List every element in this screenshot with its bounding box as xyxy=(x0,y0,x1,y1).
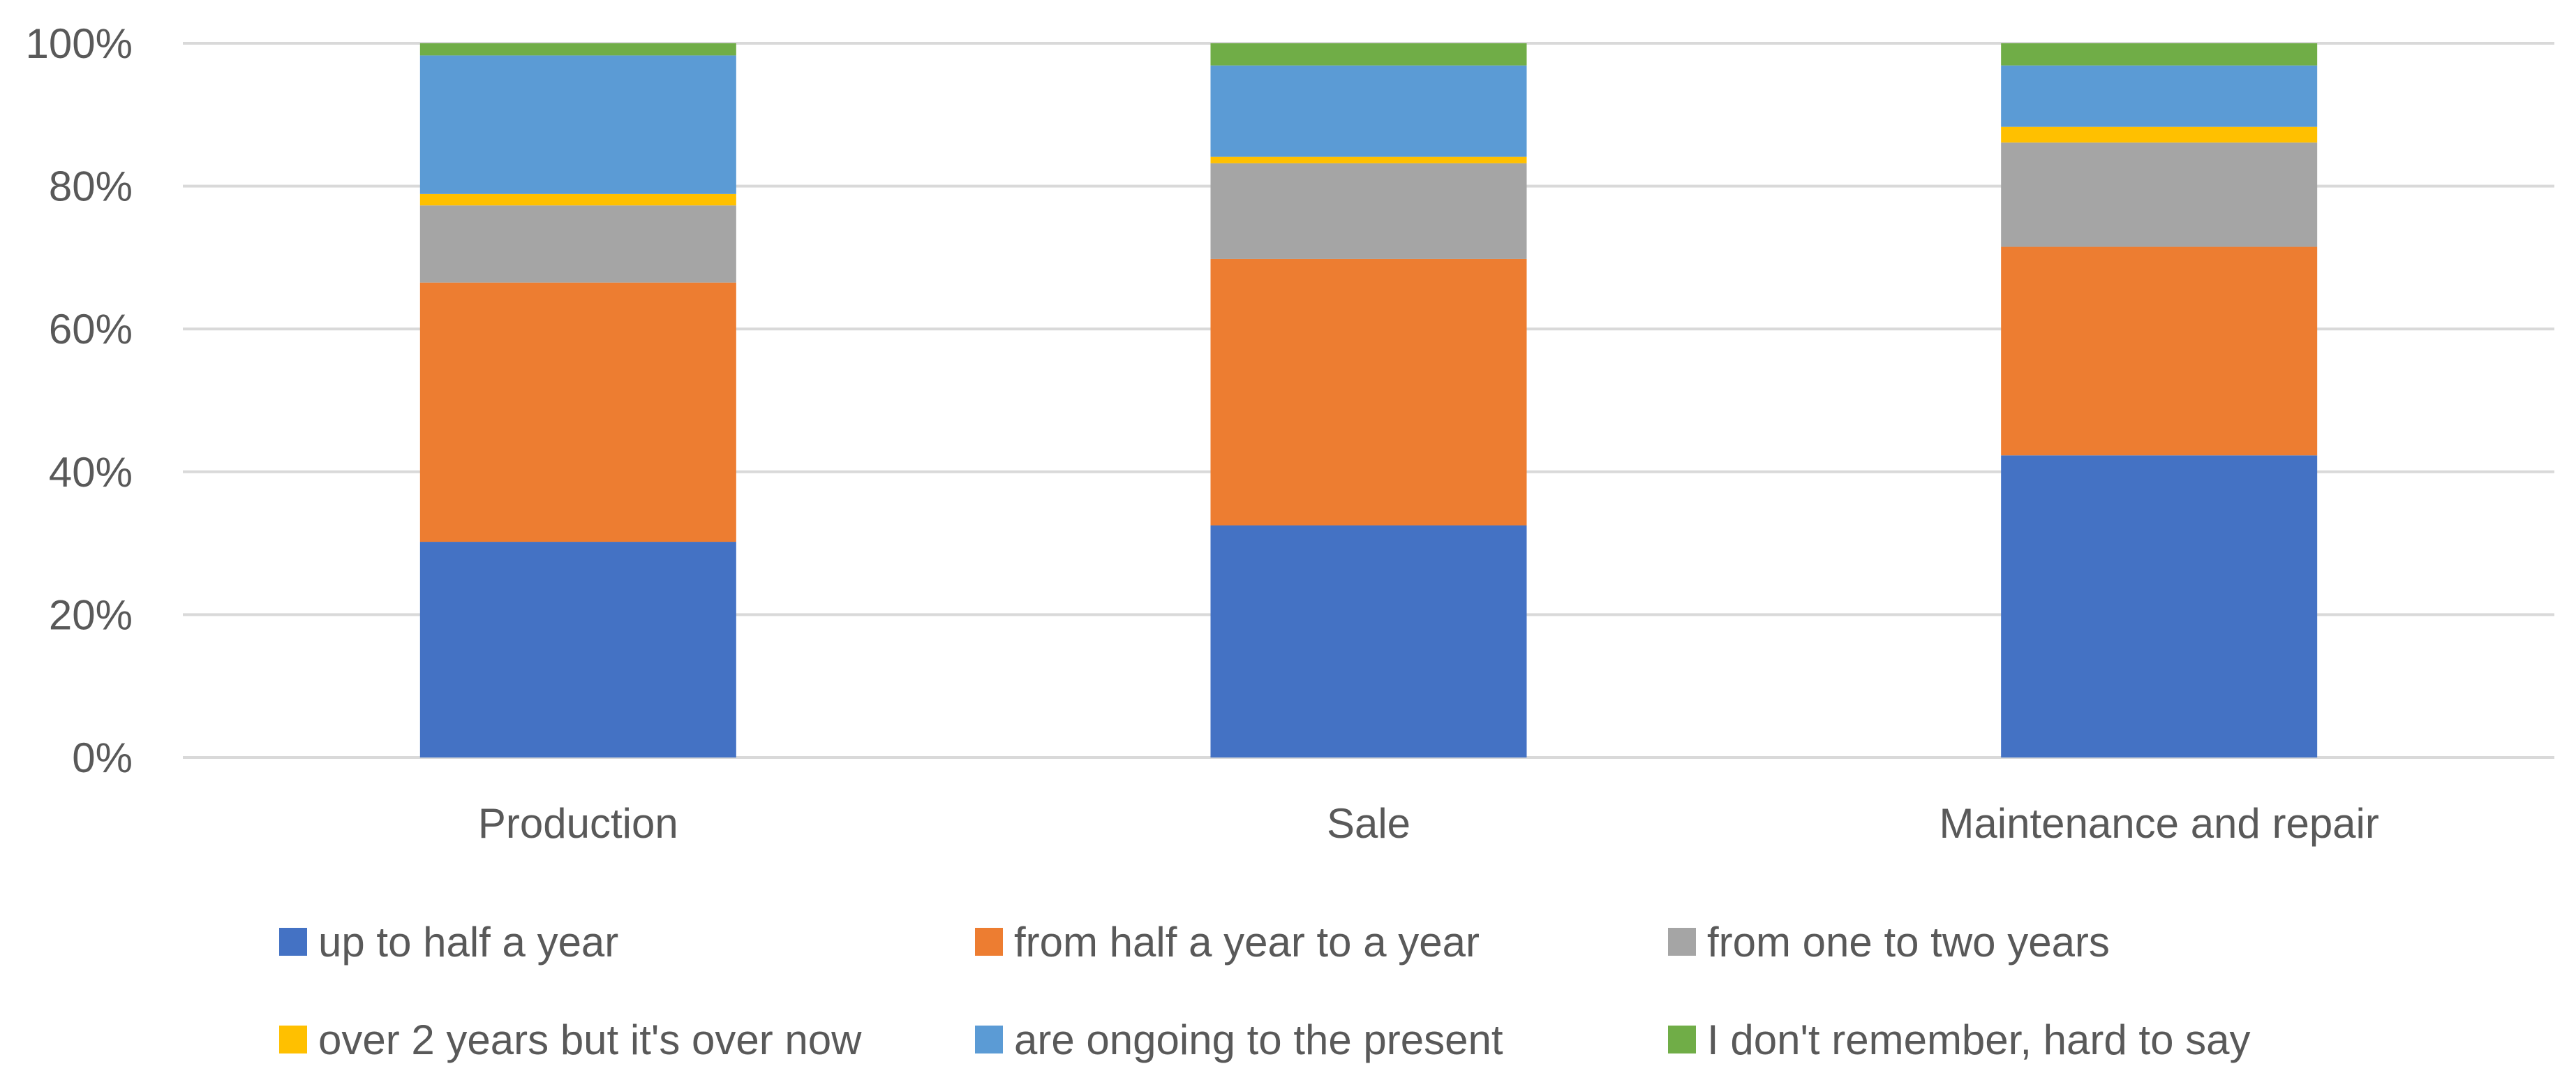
legend-label: from one to two years xyxy=(1707,919,2110,966)
bar-segment xyxy=(2001,246,2318,456)
bar-stack xyxy=(419,43,736,757)
x-axis-ticks: Production Sale Maintenance and repair xyxy=(478,800,2379,847)
legend-item: from half a year to a year xyxy=(975,919,1480,966)
y-tick-label: 20% xyxy=(49,591,133,638)
legend-item: up to half a year xyxy=(279,919,618,966)
legend-swatch xyxy=(975,928,1003,956)
legend-swatch xyxy=(1668,928,1696,956)
legend-item: over 2 years but it's over now xyxy=(279,1016,862,1063)
bar-segment xyxy=(2001,65,2318,127)
bar-segment xyxy=(1210,163,1527,259)
legend-label: I don't remember, hard to say xyxy=(1707,1016,2251,1063)
bar-segment xyxy=(2001,142,2318,247)
legend-item: I don't remember, hard to say xyxy=(1668,1016,2251,1063)
y-tick-label: 100% xyxy=(26,20,133,67)
y-tick-label: 60% xyxy=(49,306,133,353)
legend-label: over 2 years but it's over now xyxy=(318,1016,862,1063)
bars xyxy=(419,43,2318,757)
legend: up to half a year from half a year to a y… xyxy=(279,919,2251,1063)
bar-segment xyxy=(419,193,736,206)
bar-segment xyxy=(1210,65,1527,157)
bar-segment xyxy=(419,43,736,56)
y-axis-ticks: 0% 20% 40% 60% 80% 100% xyxy=(26,20,133,781)
bar-segment xyxy=(419,55,736,194)
bar-segment xyxy=(1210,258,1527,526)
legend-swatch xyxy=(975,1026,1003,1053)
bar-segment xyxy=(2001,455,2318,757)
legend-swatch xyxy=(279,928,307,956)
bar-segment xyxy=(419,542,736,757)
legend-swatch xyxy=(279,1026,307,1053)
bar-segment xyxy=(1210,43,1527,66)
bar-segment xyxy=(2001,126,2318,143)
y-tick-label: 40% xyxy=(49,449,133,496)
x-tick-label: Maintenance and repair xyxy=(1939,800,2378,847)
legend-item: from one to two years xyxy=(1668,919,2110,966)
bar-stack xyxy=(1210,43,1527,757)
x-tick-label: Sale xyxy=(1327,800,1410,847)
bar-segment xyxy=(2001,43,2318,66)
y-tick-label: 80% xyxy=(49,163,133,210)
legend-item: are ongoing to the present xyxy=(975,1016,1503,1063)
bar-segment xyxy=(1210,156,1527,163)
bar-stack xyxy=(2001,43,2318,757)
legend-label: up to half a year xyxy=(318,919,618,966)
legend-swatch xyxy=(1668,1026,1696,1053)
bar-segment xyxy=(419,205,736,283)
x-tick-label: Production xyxy=(478,800,678,847)
bar-segment xyxy=(419,282,736,542)
y-tick-label: 0% xyxy=(72,734,133,781)
legend-label: are ongoing to the present xyxy=(1014,1016,1503,1063)
bar-segment xyxy=(1210,525,1527,757)
legend-label: from half a year to a year xyxy=(1014,919,1480,966)
